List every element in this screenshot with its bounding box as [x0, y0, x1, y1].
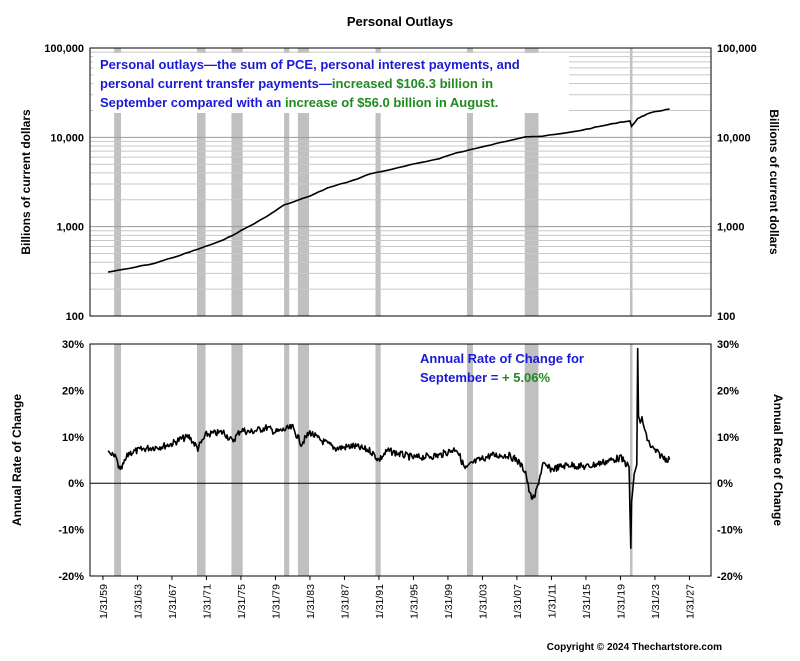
bottom-y-label-left: Annual Rate of Change — [10, 394, 24, 526]
top-y-tick-left: 10,000 — [50, 132, 84, 144]
annotation-line-2: personal current transfer payments—incre… — [100, 76, 493, 91]
x-tick-label: 1/31/71 — [201, 584, 213, 619]
x-tick-label: 1/31/79 — [270, 584, 282, 619]
recession-band-bottom-7 — [524, 344, 539, 576]
annotation-line-3-blue: September compared with an — [100, 95, 285, 110]
recession-band-top-6 — [466, 48, 473, 316]
recession-band-bottom-3 — [284, 344, 290, 576]
bottom-y-ticks-right: 30% 20% 10% 0% -10% -20% — [717, 339, 743, 583]
bottom-y-tick-right: 10% — [717, 432, 739, 444]
x-tick-label: 1/31/59 — [98, 584, 110, 619]
top-y-tick-right: 1,000 — [717, 222, 745, 234]
annotation-line-3-green: increase of $56.0 billion in August. — [285, 95, 498, 110]
roc-annotation-line-2-blue: September = — [420, 370, 502, 385]
recession-band-top-2 — [231, 48, 243, 316]
x-tick-label: 1/31/07 — [512, 584, 524, 619]
top-annotation: Personal outlays—the sum of PCE, persona… — [93, 53, 569, 113]
copyright-text: Copyright © 2024 Thechartstore.com — [547, 642, 722, 653]
top-y-tick-right: 100,000 — [717, 43, 757, 55]
top-y-ticks-right: 100 1,000 10,000 100,000 — [717, 43, 757, 323]
bottom-annotation: Annual Rate of Change for September = + … — [420, 351, 584, 385]
recession-band-top-0 — [114, 48, 122, 316]
bottom-y-tick-left: 20% — [62, 385, 84, 397]
recession-band-top-3 — [284, 48, 290, 316]
roc-annotation-line-2: September = + 5.06% — [420, 370, 551, 385]
bottom-y-tick-left: 30% — [62, 339, 84, 351]
top-y-label-right: Billions of current dollars — [767, 109, 781, 255]
bottom-y-tick-right: 20% — [717, 385, 739, 397]
annotation-line-3: September compared with an increase of $… — [100, 95, 498, 110]
roc-annotation-line-1: Annual Rate of Change for — [420, 351, 584, 366]
top-annotation-bg — [93, 53, 569, 113]
x-tick-label: 1/31/19 — [615, 584, 627, 619]
x-tick-label: 1/31/87 — [339, 584, 351, 619]
top-y-tick-right: 10,000 — [717, 132, 751, 144]
annotation-line-2-green: increased $106.3 billion in — [332, 76, 493, 91]
top-recession-bands — [114, 48, 633, 316]
bottom-y-tick-left: 10% — [62, 432, 84, 444]
top-y-tick-left: 100 — [66, 311, 84, 323]
x-tick-label: 1/31/67 — [167, 584, 179, 619]
x-axis-ticks: 1/31/59 1/31/63 1/31/67 1/31/71 1/31/75 1/31/… — [98, 576, 696, 619]
bottom-y-tick-left: -10% — [58, 525, 84, 537]
recession-band-bottom-8 — [629, 344, 633, 576]
x-tick-label: 1/31/91 — [374, 584, 386, 619]
bottom-y-tick-right: 0% — [717, 478, 733, 490]
bottom-y-tick-right: -10% — [717, 525, 743, 537]
x-tick-label: 1/31/75 — [236, 584, 248, 619]
bottom-y-tick-right: 30% — [717, 339, 739, 351]
recession-band-top-7 — [524, 48, 539, 316]
roc-annotation-value: + 5.06% — [502, 370, 551, 385]
bottom-y-tick-left: -20% — [58, 571, 84, 583]
x-tick-label: 1/31/23 — [650, 584, 662, 619]
bottom-y-label-right: Annual Rate of Change — [771, 394, 785, 526]
recession-band-top-8 — [629, 48, 633, 316]
top-plot-frame — [89, 47, 712, 317]
x-tick-label: 1/31/63 — [132, 584, 144, 619]
annotation-line-2-blue: personal current transfer payments— — [100, 76, 332, 91]
annotation-line-1: Personal outlays—the sum of PCE, persona… — [100, 57, 520, 72]
recession-band-bottom-6 — [466, 344, 473, 576]
recession-band-top-5 — [375, 48, 381, 316]
recession-band-bottom-1 — [196, 344, 206, 576]
bottom-y-tick-left: 0% — [68, 478, 84, 490]
top-y-ticks-left: 100 1,000 10,000 100,000 — [44, 43, 84, 323]
outlays-level-line — [107, 108, 670, 273]
recession-band-bottom-2 — [231, 344, 243, 576]
bottom-y-tick-right: -20% — [717, 571, 743, 583]
top-y-tick-left: 100,000 — [44, 43, 84, 55]
rate-of-change-line — [107, 347, 671, 549]
x-tick-label: 1/31/15 — [581, 584, 593, 619]
x-tick-label: 1/31/83 — [305, 584, 317, 619]
x-tick-label: 1/31/95 — [408, 584, 420, 619]
x-tick-label: 1/31/27 — [684, 584, 696, 619]
bottom-y-ticks-left: 30% 20% 10% 0% -10% -20% — [58, 339, 84, 583]
recession-band-top-1 — [196, 48, 206, 316]
bottom-panel: 30%20%10%0%-10%-20% 30%20%10%0%-10%-20% … — [10, 339, 785, 619]
x-tick-label: 1/31/99 — [443, 584, 455, 619]
top-y-tick-left: 1,000 — [56, 222, 84, 234]
top-y-label-left: Billions of current dollars — [19, 109, 33, 255]
bottom-plot-frame — [89, 343, 712, 577]
x-tick-label: 1/31/03 — [477, 584, 489, 619]
top-y-tick-right: 100 — [717, 311, 735, 323]
recession-band-top-4 — [297, 48, 310, 316]
recession-band-bottom-4 — [297, 344, 310, 576]
top-panel: 100 1,000 10,000 100,000 100 1,000 10,000 100,… — [19, 43, 781, 323]
x-tick-label: 1/31/11 — [546, 584, 558, 618]
chart-title: Personal Outlays — [347, 14, 453, 29]
